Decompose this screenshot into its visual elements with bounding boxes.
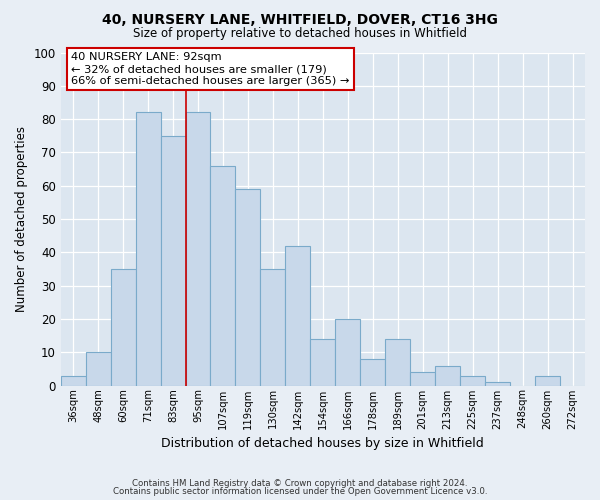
Bar bbox=[335, 319, 360, 386]
Bar bbox=[161, 136, 185, 386]
Bar bbox=[136, 112, 161, 386]
Text: Contains public sector information licensed under the Open Government Licence v3: Contains public sector information licen… bbox=[113, 487, 487, 496]
Y-axis label: Number of detached properties: Number of detached properties bbox=[15, 126, 28, 312]
Bar bbox=[286, 246, 310, 386]
Bar bbox=[260, 269, 286, 386]
Bar bbox=[310, 339, 335, 386]
Bar bbox=[435, 366, 460, 386]
Bar bbox=[86, 352, 110, 386]
Text: Contains HM Land Registry data © Crown copyright and database right 2024.: Contains HM Land Registry data © Crown c… bbox=[132, 478, 468, 488]
Text: 40 NURSERY LANE: 92sqm
← 32% of detached houses are smaller (179)
66% of semi-de: 40 NURSERY LANE: 92sqm ← 32% of detached… bbox=[71, 52, 350, 86]
Bar bbox=[235, 189, 260, 386]
Text: 40, NURSERY LANE, WHITFIELD, DOVER, CT16 3HG: 40, NURSERY LANE, WHITFIELD, DOVER, CT16… bbox=[102, 12, 498, 26]
Text: Size of property relative to detached houses in Whitfield: Size of property relative to detached ho… bbox=[133, 28, 467, 40]
Bar bbox=[360, 359, 385, 386]
Bar bbox=[185, 112, 211, 386]
Bar bbox=[211, 166, 235, 386]
X-axis label: Distribution of detached houses by size in Whitfield: Distribution of detached houses by size … bbox=[161, 437, 484, 450]
Bar bbox=[460, 376, 485, 386]
Bar bbox=[385, 339, 410, 386]
Bar bbox=[110, 269, 136, 386]
Bar bbox=[485, 382, 510, 386]
Bar bbox=[61, 376, 86, 386]
Bar bbox=[535, 376, 560, 386]
Bar bbox=[410, 372, 435, 386]
